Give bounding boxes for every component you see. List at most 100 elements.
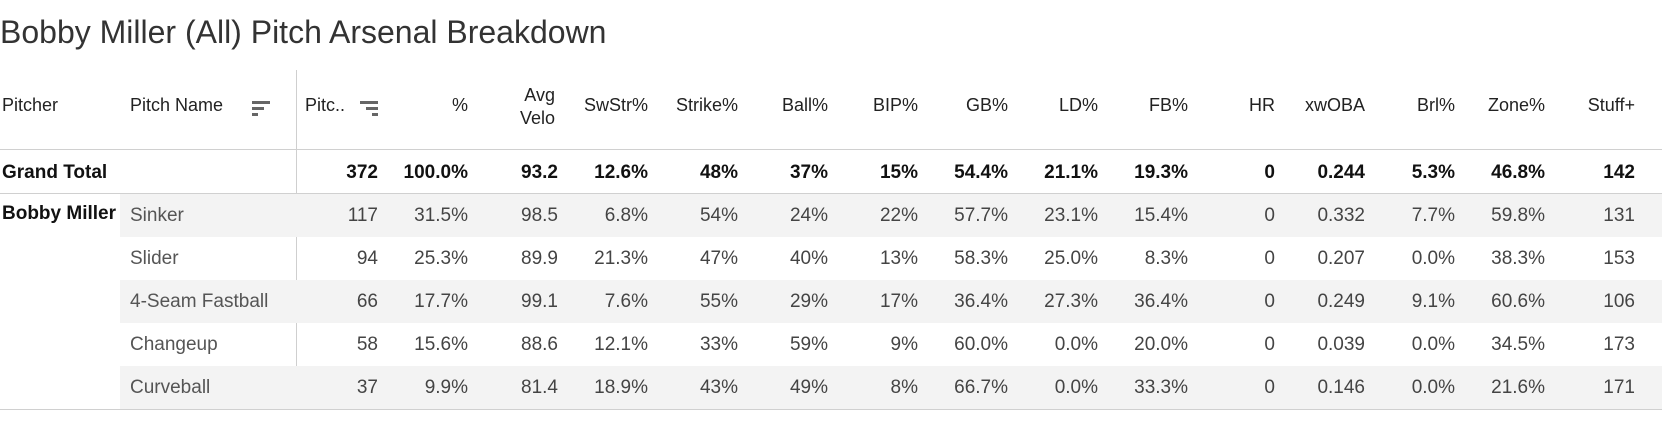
zone-cell[interactable]: 21.6%: [1491, 377, 1545, 398]
grand-total-pct[interactable]: 100.0%: [403, 162, 468, 183]
sort-icon[interactable]: [360, 101, 378, 117]
ball-cell[interactable]: 49%: [789, 377, 828, 398]
xwoba-cell[interactable]: 0.332: [1317, 205, 1365, 226]
hr-cell[interactable]: 0: [1264, 377, 1275, 398]
xwoba-cell[interactable]: 0.039: [1317, 334, 1365, 355]
bip-cell[interactable]: 9%: [890, 334, 918, 355]
grand-total-pitches[interactable]: 372: [346, 162, 378, 183]
gb-cell[interactable]: 57.7%: [954, 205, 1008, 226]
bip-cell[interactable]: 8%: [890, 377, 918, 398]
grand-total-ball[interactable]: 37%: [789, 162, 828, 183]
ld-cell[interactable]: 23.1%: [1044, 205, 1098, 226]
pitch-name[interactable]: Curveball: [130, 377, 211, 398]
grand-total-strike[interactable]: 48%: [699, 162, 738, 183]
header-bip[interactable]: BIP%: [872, 95, 918, 115]
brl-cell[interactable]: 0.0%: [1411, 334, 1455, 355]
pitch-name[interactable]: 4-Seam Fastball: [130, 291, 269, 312]
gb-cell[interactable]: 60.0%: [954, 334, 1008, 355]
grand-total-ld[interactable]: 21.1%: [1044, 162, 1098, 183]
strike-cell[interactable]: 55%: [699, 291, 738, 312]
grand-total-fb[interactable]: 19.3%: [1134, 162, 1188, 183]
bip-cell[interactable]: 22%: [879, 205, 918, 226]
pitches-cell[interactable]: 66: [356, 291, 378, 312]
pitch-name[interactable]: Slider: [130, 248, 179, 269]
brl-cell[interactable]: 7.7%: [1411, 205, 1455, 226]
avg-velo-cell[interactable]: 89.9: [521, 248, 558, 269]
strike-cell[interactable]: 54%: [699, 205, 738, 226]
header-stuff[interactable]: Stuff+: [1587, 95, 1635, 115]
xwoba-cell[interactable]: 0.207: [1317, 248, 1365, 269]
xwoba-cell[interactable]: 0.249: [1317, 291, 1365, 312]
grand-total-swstr[interactable]: 12.6%: [594, 162, 648, 183]
header-fb[interactable]: FB%: [1148, 95, 1188, 115]
grand-total-bip[interactable]: 15%: [879, 162, 918, 183]
fb-cell[interactable]: 20.0%: [1134, 334, 1188, 355]
avg-velo-cell[interactable]: 98.5: [521, 205, 558, 226]
hr-cell[interactable]: 0: [1264, 291, 1275, 312]
grand-total-stuff[interactable]: 142: [1603, 162, 1635, 183]
header-ld[interactable]: LD%: [1058, 95, 1098, 115]
ld-cell[interactable]: 0.0%: [1054, 334, 1098, 355]
pct-cell[interactable]: 31.5%: [414, 205, 468, 226]
ball-cell[interactable]: 29%: [789, 291, 828, 312]
bip-cell[interactable]: 13%: [879, 248, 918, 269]
header-xwoba[interactable]: xwOBA: [1304, 95, 1365, 115]
hr-cell[interactable]: 0: [1264, 248, 1275, 269]
ld-cell[interactable]: 0.0%: [1054, 377, 1098, 398]
header-hr[interactable]: HR: [1249, 95, 1275, 115]
header-swstr[interactable]: SwStr%: [583, 95, 648, 115]
ld-cell[interactable]: 27.3%: [1044, 291, 1098, 312]
header-gb[interactable]: GB%: [965, 95, 1008, 115]
header-brl[interactable]: Brl%: [1416, 95, 1455, 115]
stuff-cell[interactable]: 106: [1603, 291, 1635, 312]
pitches-cell[interactable]: 94: [356, 248, 378, 269]
ball-cell[interactable]: 59%: [789, 334, 828, 355]
hr-cell[interactable]: 0: [1264, 334, 1275, 355]
header-zone[interactable]: Zone%: [1487, 95, 1545, 115]
pitcher-name[interactable]: Bobby Miller: [2, 203, 117, 224]
brl-cell[interactable]: 9.1%: [1411, 291, 1455, 312]
grand-total-zone[interactable]: 46.8%: [1491, 162, 1545, 183]
zone-cell[interactable]: 60.6%: [1491, 291, 1545, 312]
header-strike[interactable]: Strike%: [675, 95, 738, 115]
gb-cell[interactable]: 36.4%: [954, 291, 1008, 312]
pct-cell[interactable]: 25.3%: [414, 248, 468, 269]
header-pitch-name[interactable]: Pitch Name: [130, 95, 224, 115]
stuff-cell[interactable]: 131: [1603, 205, 1635, 226]
strike-cell[interactable]: 43%: [699, 377, 738, 398]
brl-cell[interactable]: 0.0%: [1411, 377, 1455, 398]
strike-cell[interactable]: 33%: [699, 334, 738, 355]
fb-cell[interactable]: 33.3%: [1134, 377, 1188, 398]
pitches-cell[interactable]: 37: [356, 377, 378, 398]
swstr-cell[interactable]: 12.1%: [594, 334, 648, 355]
ld-cell[interactable]: 25.0%: [1044, 248, 1098, 269]
fb-cell[interactable]: 8.3%: [1144, 248, 1188, 269]
stuff-cell[interactable]: 153: [1603, 248, 1635, 269]
stuff-cell[interactable]: 171: [1603, 377, 1635, 398]
sort-icon[interactable]: [252, 101, 270, 117]
swstr-cell[interactable]: 6.8%: [604, 205, 648, 226]
grand-total-xwoba[interactable]: 0.244: [1317, 162, 1365, 183]
pitch-name[interactable]: Sinker: [130, 205, 184, 226]
grand-total-avg-velo[interactable]: 93.2: [521, 162, 558, 183]
fb-cell[interactable]: 36.4%: [1134, 291, 1188, 312]
zone-cell[interactable]: 59.8%: [1491, 205, 1545, 226]
zone-cell[interactable]: 38.3%: [1491, 248, 1545, 269]
header-pitcher[interactable]: Pitcher: [2, 95, 59, 115]
grand-total-brl[interactable]: 5.3%: [1411, 162, 1455, 183]
pitches-cell[interactable]: 58: [356, 334, 378, 355]
header-pct[interactable]: %: [451, 95, 468, 115]
pitch-name[interactable]: Changeup: [130, 334, 218, 355]
strike-cell[interactable]: 47%: [699, 248, 738, 269]
pct-cell[interactable]: 15.6%: [414, 334, 468, 355]
grand-total-hr[interactable]: 0: [1264, 162, 1275, 183]
pct-cell[interactable]: 17.7%: [414, 291, 468, 312]
swstr-cell[interactable]: 21.3%: [594, 248, 648, 269]
pitches-cell[interactable]: 117: [347, 205, 378, 226]
avg-velo-cell[interactable]: 99.1: [521, 291, 558, 312]
swstr-cell[interactable]: 18.9%: [594, 377, 648, 398]
ball-cell[interactable]: 24%: [789, 205, 828, 226]
ball-cell[interactable]: 40%: [789, 248, 828, 269]
stuff-cell[interactable]: 173: [1603, 334, 1635, 355]
bip-cell[interactable]: 17%: [879, 291, 918, 312]
